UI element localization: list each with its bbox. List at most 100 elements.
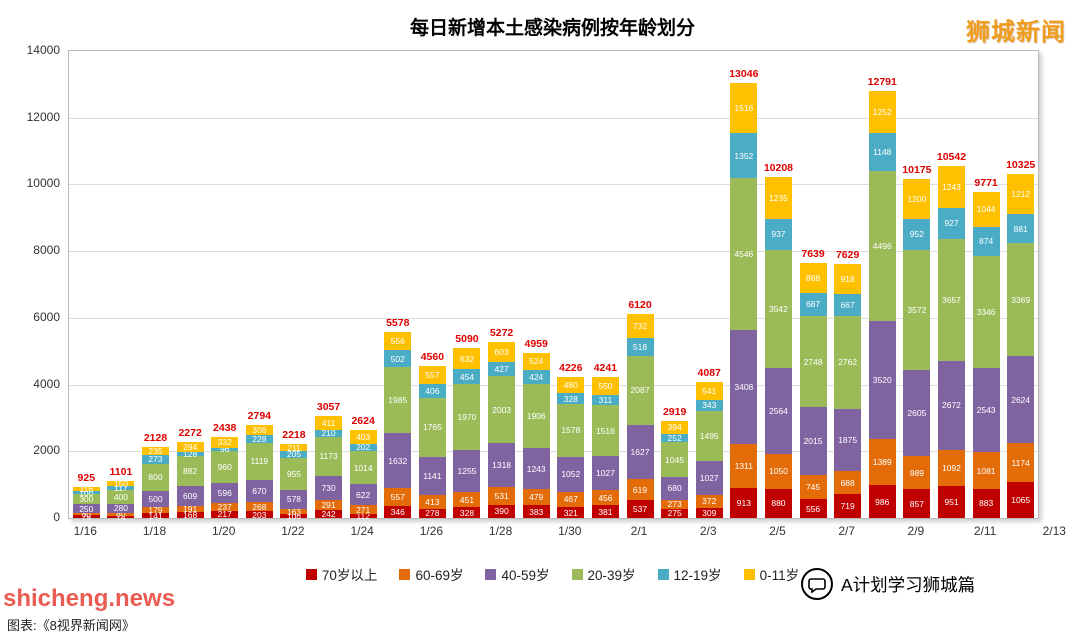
bar-total-label: 10542 [936, 151, 967, 164]
segment-value-label: 1148 [873, 146, 892, 157]
x-tick-label: 1/16 [73, 524, 97, 538]
segment-value-label: 306 [252, 424, 267, 435]
bar-segment: 203 [245, 510, 273, 518]
bar-segment: 403 [349, 430, 377, 444]
gridline [69, 117, 1038, 119]
bar-segment: 168 [176, 511, 204, 519]
bar-segment: 250 [72, 504, 100, 513]
y-tick-label: 14000 [26, 43, 60, 57]
segment-value-label: 346 [390, 506, 405, 517]
bar-segment: 518 [626, 338, 654, 356]
bar-segment: 3520 [868, 321, 896, 439]
bar-segment: 719 [834, 494, 862, 518]
bar-segment: 2605 [903, 369, 931, 457]
segment-value-label: 500 [148, 493, 163, 504]
segment-value-label: 1255 [457, 465, 477, 476]
bar-segment: 278 [418, 508, 446, 518]
bar-segment: 1235 [764, 177, 792, 219]
bar-segment: 205 [280, 450, 308, 458]
segment-value-label: 913 [736, 497, 751, 508]
bar-segment: 1632 [384, 433, 412, 488]
segment-value-label: 163 [286, 506, 302, 517]
bar-segment: 400 [107, 490, 135, 504]
legend-swatch [485, 568, 497, 580]
bar-segment: 479 [522, 489, 550, 506]
segment-value-label: 202 [356, 442, 371, 453]
bar-segment: 3346 [972, 256, 1000, 368]
segment-value-label: 203 [252, 509, 267, 520]
segment-value-label: 275 [667, 508, 682, 519]
bar-segment: 1765 [418, 398, 446, 457]
bar-total-label: 2272 [178, 427, 202, 440]
segment-value-label: 670 [252, 485, 267, 496]
segment-value-label: 1985 [388, 395, 408, 406]
bar-segment: 235 [142, 447, 170, 455]
segment-value-label: 1212 [1011, 188, 1031, 199]
bar-total-label: 2128 [143, 432, 168, 445]
segment-value-label: 883 [978, 498, 994, 508]
segment-value-label: 989 [909, 467, 924, 478]
bar-total-label: 925 [77, 472, 96, 485]
segment-value-label: 411 [321, 417, 336, 428]
segment-value-label: 719 [840, 500, 855, 511]
segment-value-label: 1200 [907, 193, 927, 204]
bar-segment: 280 [107, 503, 135, 513]
bar-segment: 1970 [453, 384, 481, 451]
bar-segment: 1243 [937, 166, 965, 208]
legend-label: 12-19岁 [673, 568, 722, 583]
bar-segment: 311 [591, 394, 619, 406]
bar-segment: 874 [972, 226, 1000, 257]
segment-value-label: 888 [805, 272, 821, 283]
segment-value-label: 79 [81, 511, 92, 522]
segment-value-label: 1318 [492, 460, 512, 471]
bar-segment: 2015 [799, 407, 827, 475]
segment-value-label: 667 [840, 299, 855, 310]
segment-value-label: 96 [219, 444, 230, 455]
bar-segment: 2624 [1007, 355, 1035, 444]
segment-value-label: 454 [459, 371, 475, 382]
segment-value-label: 1516 [734, 102, 754, 113]
bar-segment: 3408 [730, 330, 758, 444]
bar-segment: 1495 [695, 411, 723, 462]
segment-value-label: 128 [183, 448, 198, 459]
segment-value-label: 150 [113, 478, 128, 489]
x-tick-label: 2/1 [630, 524, 648, 538]
bar-segment: 1389 [868, 438, 896, 486]
bar-segment: 1044 [972, 192, 1000, 227]
segment-value-label: 4496 [872, 241, 892, 252]
segment-value-label: 2087 [630, 385, 650, 396]
bar-segment: 2672 [937, 360, 965, 450]
segment-value-label: 112 [356, 510, 370, 521]
segment-value-label: 2015 [803, 435, 823, 446]
bar-segment: 1050 [764, 453, 792, 489]
legend-label: 70岁以上 [321, 568, 378, 583]
bar-segment: 955 [280, 457, 308, 490]
bar-segment: 622 [349, 484, 377, 506]
bar-total-label: 4959 [524, 337, 548, 350]
x-tick-label: 2/7 [838, 524, 855, 538]
bar-total-label: 9771 [974, 177, 998, 190]
bar-segment: 1174 [1007, 443, 1035, 483]
segment-value-label: 403 [356, 431, 371, 442]
bar-total-label: 2794 [247, 409, 271, 422]
bar-segment: 3657 [937, 238, 965, 361]
bar-total-label: 10175 [902, 163, 932, 176]
account-badge: A计划学习狮城篇 [800, 567, 975, 601]
x-tick-label: 1/20 [212, 524, 236, 538]
bar-total-label: 7639 [801, 248, 825, 261]
x-tick-label: 1/18 [142, 524, 167, 538]
segment-value-label: 1173 [319, 451, 338, 462]
segment-value-label: 1174 [1011, 457, 1030, 468]
legend-item: 70岁以上 [305, 564, 378, 584]
bar-segment: 291 [315, 500, 343, 510]
legend-item: 20-39岁 [571, 564, 636, 584]
bar-segment: 79 [72, 512, 100, 520]
segment-value-label: 732 [632, 320, 648, 331]
legend-item: 0-11岁 [743, 564, 799, 584]
segment-value-label: 210 [321, 427, 336, 438]
segment-value-label: 3542 [768, 303, 788, 314]
legend-swatch [743, 568, 755, 580]
bar-total-label: 10325 [1006, 158, 1036, 171]
segment-value-label: 1627 [630, 447, 650, 458]
segment-value-label: 518 [632, 341, 648, 352]
